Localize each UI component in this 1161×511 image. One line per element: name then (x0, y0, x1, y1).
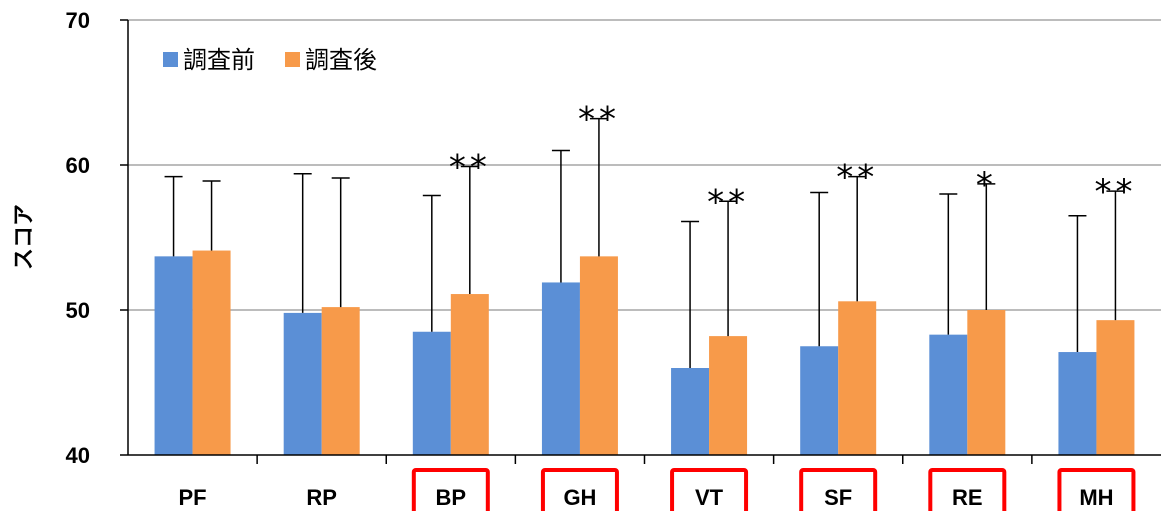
bar-re-s1 (929, 334, 968, 455)
legend-label: 調査前 (183, 46, 255, 74)
bar-vt-s2 (709, 336, 748, 455)
bar-re-s2 (967, 310, 1006, 455)
x-category-label: PF (179, 485, 207, 510)
significance-marker: ** (449, 147, 491, 187)
labels: 40 50 60 70 PF RP ** BP ** GH ** VT ** SF * RE ** MH スコア (12, 8, 1136, 511)
y-tick-label: 70 (66, 8, 90, 33)
x-category-label: VT (695, 485, 724, 510)
bars (154, 250, 1135, 455)
x-category-label: RP (306, 485, 337, 510)
legend-swatch (163, 52, 178, 67)
category-highlight-box (1057, 468, 1136, 511)
bar-sf-s1 (800, 346, 839, 455)
error-bars (164, 117, 1125, 368)
x-category-label: MH (1079, 485, 1113, 510)
bar-pf-s2 (192, 250, 231, 455)
y-tick-label: 40 (66, 443, 90, 468)
bar-rp-s1 (283, 312, 322, 455)
x-category-label: RE (952, 485, 983, 510)
y-tick-label: 60 (66, 153, 90, 178)
category-highlight-box (670, 468, 749, 511)
category-highlight-box (411, 468, 490, 511)
category-highlight-box (540, 468, 619, 511)
y-axis-title: スコア (12, 204, 37, 270)
bar-rp-s2 (321, 307, 360, 455)
gridlines (128, 19, 1161, 311)
significance-marker: ** (1094, 172, 1136, 212)
bar-mh-s1 (1058, 352, 1097, 455)
category-highlight-box (928, 468, 1007, 511)
significance-marker: ** (707, 182, 749, 222)
significance-marker: ** (836, 158, 878, 198)
legend-swatch (285, 52, 300, 67)
significance-marker: ** (578, 100, 620, 140)
y-tick-label: 50 (66, 298, 90, 323)
category-highlight-box (799, 468, 878, 511)
bar-bp-s2 (450, 294, 489, 455)
bar-vt-s1 (671, 368, 710, 455)
bar-gh-s1 (541, 282, 580, 455)
bar-bp-s1 (412, 331, 451, 455)
x-category-label: GH (563, 485, 596, 510)
bar-sf-s2 (838, 301, 877, 455)
x-category-label: SF (824, 485, 852, 510)
x-category-label: BP (436, 485, 467, 510)
significance-marker: * (976, 165, 997, 205)
bar-mh-s2 (1096, 320, 1135, 455)
bar-pf-s1 (154, 256, 193, 455)
legend-label: 調査後 (305, 46, 377, 74)
axes (120, 19, 1161, 464)
legend: 調査前 調査後 (163, 46, 377, 74)
bar-gh-s2 (579, 256, 618, 455)
